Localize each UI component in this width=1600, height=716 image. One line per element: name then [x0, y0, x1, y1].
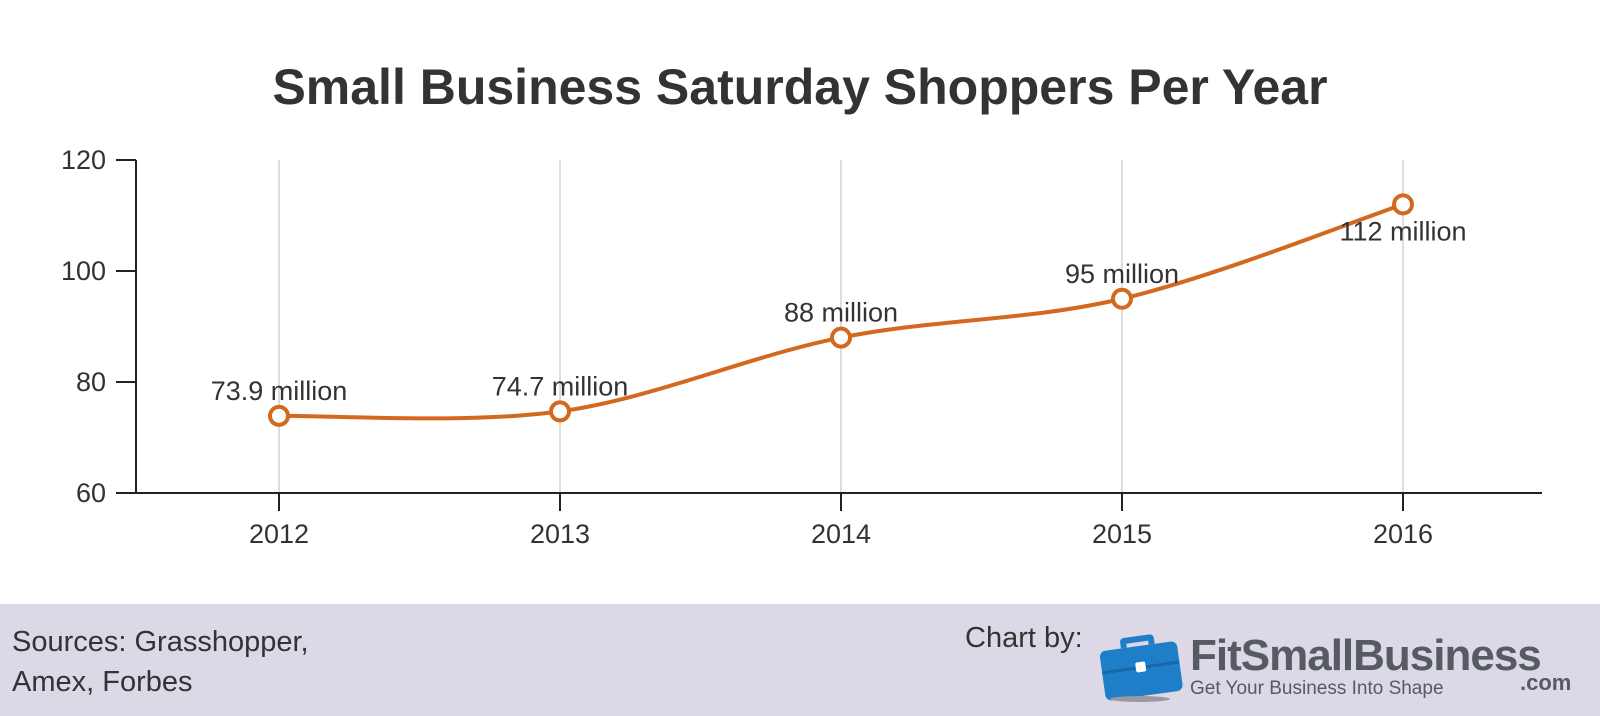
data-label-2016: 112 million: [1339, 216, 1466, 246]
x-tick-label-2016: 2016: [1373, 519, 1433, 549]
y-tick-label-80: 80: [76, 367, 106, 397]
data-point-2015: [1111, 287, 1133, 310]
data-point-2012: [268, 404, 290, 427]
x-tick-label-2013: 2013: [530, 519, 590, 549]
y-tick-label-60: 60: [76, 478, 106, 508]
sources-line-1: Sources: Grasshopper,: [12, 626, 309, 658]
data-label-2012: 73.9 million: [211, 376, 348, 406]
y-tick-label-120: 120: [61, 145, 106, 175]
x-tick-label-2015: 2015: [1092, 519, 1152, 549]
grid-layer: [278, 160, 1404, 493]
chart-svg: Small Business Saturday Shoppers Per Yea…: [61, 59, 1542, 549]
logo-domain: .com: [1520, 670, 1572, 695]
briefcase-icon: [1099, 634, 1183, 702]
data-label-2014: 88 million: [784, 298, 898, 328]
data-point-2013: [549, 400, 571, 423]
footer: Sources: Grasshopper, Amex, Forbes Chart…: [0, 604, 1600, 716]
data-point-2016: [1392, 193, 1414, 216]
axis-layer: 60 80 100 120 2012 2013 2014 2015 2016: [61, 145, 1542, 549]
data-label-2013: 74.7 million: [492, 371, 629, 401]
y-tick-label-100: 100: [61, 256, 106, 286]
sources-line-2: Amex, Forbes: [12, 666, 193, 698]
chart-title: Small Business Saturday Shoppers Per Yea…: [272, 59, 1327, 115]
sources-text: Sources: Grasshopper, Amex, Forbes: [12, 622, 309, 702]
logo-tagline: Get Your Business Into Shape: [1190, 678, 1444, 699]
x-tick-label-2012: 2012: [249, 519, 309, 549]
labels-layer: 73.9 million 74.7 million 88 million 95 mil…: [211, 216, 1467, 405]
data-point-2014: [830, 326, 852, 349]
points-layer: [268, 193, 1414, 427]
data-label-2015: 95 million: [1065, 259, 1179, 289]
logo-name: FitSmallBusiness: [1190, 631, 1542, 680]
chart-by-label: Chart by:: [965, 622, 1083, 654]
x-tick-label-2014: 2014: [811, 519, 871, 549]
